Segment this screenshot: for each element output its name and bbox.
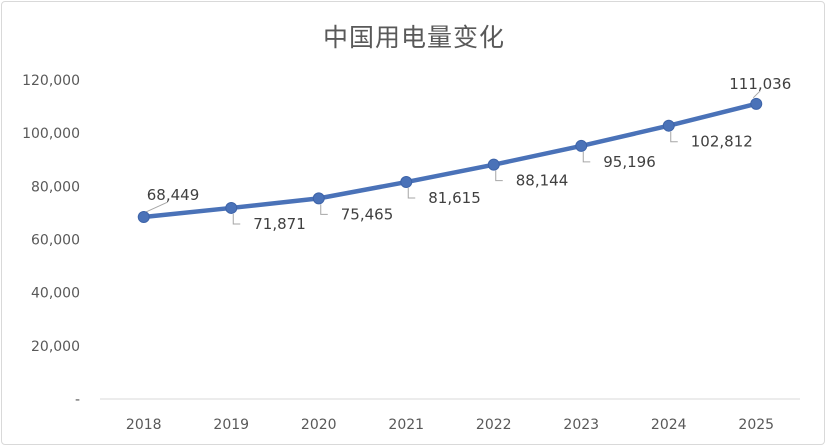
x-tick-label: 2024 bbox=[651, 417, 687, 433]
data-label: 102,812 bbox=[691, 133, 753, 151]
data-points bbox=[137, 97, 763, 224]
y-tick-label: 80,000 bbox=[31, 179, 80, 195]
x-tick-label: 2022 bbox=[476, 417, 512, 433]
data-label: 81,615 bbox=[428, 189, 481, 207]
leader-line bbox=[752, 90, 761, 99]
leader-line bbox=[232, 213, 241, 225]
leader-line bbox=[145, 201, 168, 213]
y-axis-labels: - 20,000 40,000 60,000 80,000 100,000 120,000 bbox=[22, 73, 80, 408]
data-point bbox=[487, 158, 500, 171]
x-tick-label: 2020 bbox=[301, 417, 337, 433]
data-label: 111,036 bbox=[729, 75, 791, 93]
data-label: 68,449 bbox=[147, 186, 200, 204]
series-line bbox=[141, 101, 759, 220]
leader-line bbox=[407, 188, 416, 199]
data-point bbox=[137, 211, 150, 224]
x-axis: 2018 2019 2020 2021 2022 2023 2024 2025 bbox=[100, 398, 800, 433]
series-lines bbox=[141, 101, 759, 220]
x-tick-label: 2025 bbox=[738, 417, 774, 433]
data-label: 95,196 bbox=[603, 153, 656, 171]
data-point bbox=[750, 97, 763, 110]
y-tick-label: 40,000 bbox=[31, 286, 80, 302]
chart-title: 中国用电量变化 bbox=[322, 23, 505, 52]
y-tick-label: - bbox=[75, 392, 80, 408]
leader-line bbox=[670, 131, 678, 143]
y-tick-label: 60,000 bbox=[31, 233, 80, 249]
data-label: 88,144 bbox=[516, 172, 569, 190]
x-tick-label: 2021 bbox=[388, 417, 424, 433]
y-tick-label: 100,000 bbox=[22, 126, 80, 142]
data-point bbox=[662, 119, 675, 132]
x-tick-label: 2019 bbox=[213, 417, 249, 433]
data-label: 71,871 bbox=[253, 215, 306, 233]
data-point bbox=[575, 139, 588, 152]
leader-line bbox=[495, 170, 503, 182]
x-tick-label: 2018 bbox=[126, 417, 162, 433]
leader-line bbox=[320, 204, 328, 215]
data-point bbox=[400, 176, 413, 189]
y-tick-label: 120,000 bbox=[22, 73, 80, 89]
data-point bbox=[225, 201, 238, 214]
data-label: 75,465 bbox=[341, 205, 394, 223]
x-tick-label: 2023 bbox=[563, 417, 599, 433]
leader-line bbox=[582, 151, 591, 163]
y-tick-label: 20,000 bbox=[31, 339, 80, 355]
data-labels: 68,449 71,871 75,465 81,615 88,144 95,196 102,… bbox=[147, 75, 792, 233]
data-point bbox=[312, 192, 325, 205]
leader-lines bbox=[145, 90, 761, 225]
